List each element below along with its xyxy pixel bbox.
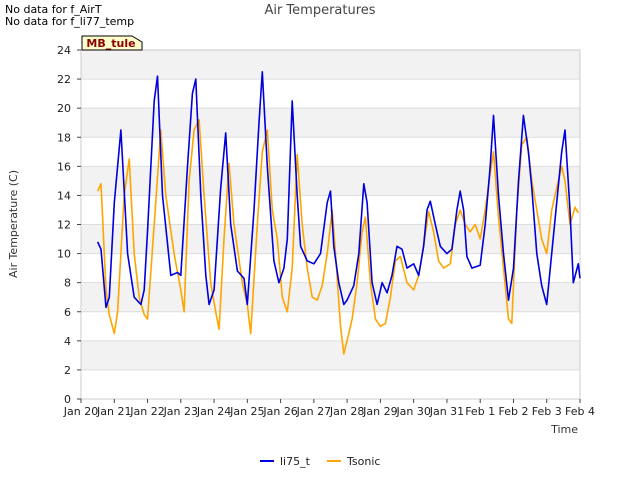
y-axis-label: Air Temperature (C): [7, 170, 20, 278]
y-tick-label: 16: [57, 160, 71, 173]
x-tick-label: Jan 29: [362, 405, 397, 418]
x-tick-label: Jan 30: [395, 405, 430, 418]
plot-background: [81, 49, 580, 400]
y-tick-label: 6: [64, 306, 71, 319]
x-tick-label: Jan 31: [429, 405, 464, 418]
x-tick-label: Feb 3: [532, 405, 562, 418]
plot-band: [81, 108, 580, 138]
x-tick-label: Jan 26: [262, 405, 297, 418]
y-tick-label: 12: [57, 219, 71, 232]
x-tick-label: Jan 27: [296, 405, 331, 418]
plot-band: [81, 340, 580, 370]
x-tick-label: Feb 2: [498, 405, 528, 418]
x-tick-label: Feb 1: [465, 405, 495, 418]
plot-band: [81, 79, 580, 109]
plot-band: [81, 253, 580, 283]
legend-label: li75_t: [280, 455, 311, 468]
y-tick-label: 20: [57, 102, 71, 115]
series-line-li75-t: [96, 71, 581, 309]
x-axis-label: Time: [550, 423, 578, 436]
series-line-tsonic: [96, 119, 579, 355]
x-tick-label: Jan 20: [63, 405, 98, 418]
x-tick-label: Jan 24: [196, 405, 231, 418]
y-tick-label: 14: [57, 189, 71, 202]
y-tick-label: 24: [57, 44, 71, 57]
plot-band: [81, 311, 580, 341]
y-tick-label: 22: [57, 73, 71, 86]
legend-label: Tsonic: [346, 455, 380, 468]
x-tick-label: Feb 4: [565, 405, 595, 418]
no-data-note-airt: No data for f_AirT: [5, 3, 102, 16]
plot-band: [81, 137, 580, 167]
station-tag-shape: [81, 35, 143, 51]
plot-band: [81, 50, 580, 80]
y-tick-label: 8: [64, 277, 71, 290]
y-tick-label: 2: [64, 364, 71, 377]
y-tick-label: 10: [57, 248, 71, 261]
no-data-note-li77: No data for f_li77_temp: [5, 15, 135, 28]
plot-band: [81, 369, 580, 399]
station-tag: MB_tule: [81, 35, 143, 51]
x-tick-label: Jan 21: [96, 405, 131, 418]
y-tick-label: 4: [64, 335, 71, 348]
plot-band: [81, 282, 580, 312]
x-tick-label: Jan 28: [329, 405, 364, 418]
x-tick-label: Jan 23: [163, 405, 198, 418]
y-tick-label: 0: [64, 393, 71, 406]
chart-title: Air Temperatures: [264, 3, 376, 18]
series-layer: [96, 71, 581, 355]
y-tick-label: 18: [57, 131, 71, 144]
x-tick-label: Jan 22: [129, 405, 164, 418]
station-tag-label: MB_tule: [86, 37, 135, 50]
x-tick-label: Jan 25: [229, 405, 264, 418]
legend: li75_t Tsonic: [260, 455, 380, 468]
